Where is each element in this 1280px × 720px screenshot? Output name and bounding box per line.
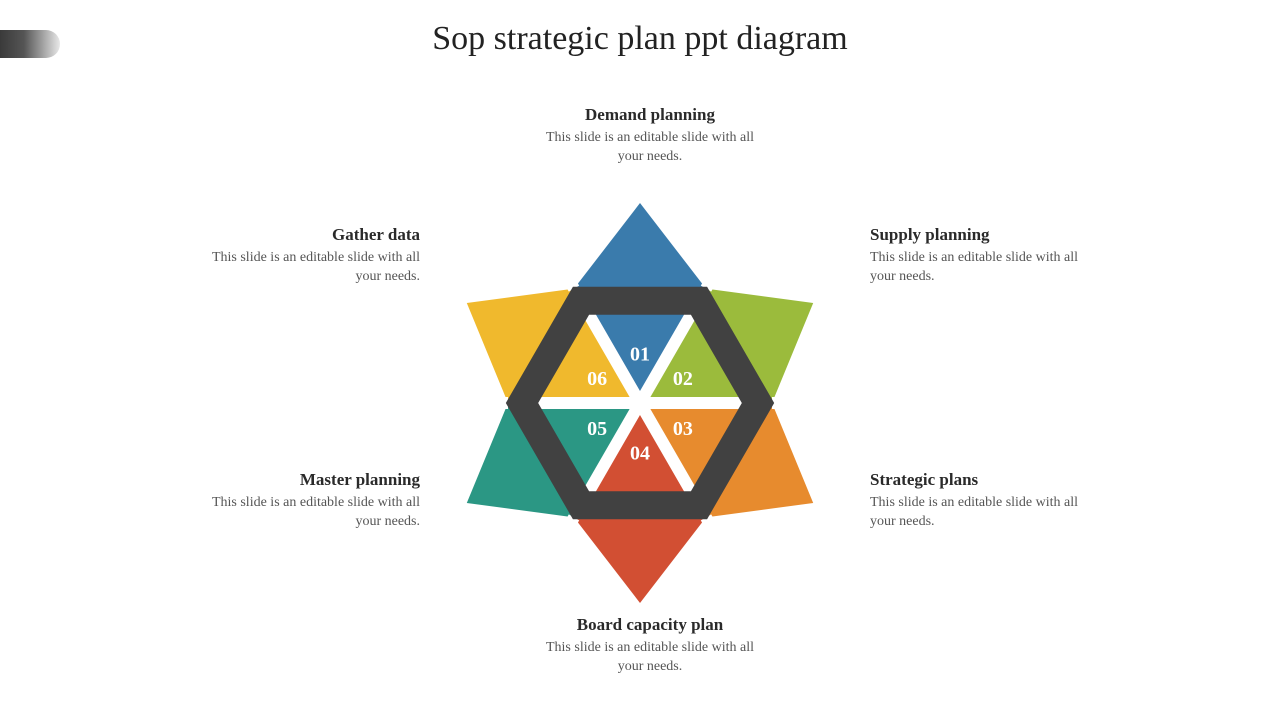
label-06: Gather data This slide is an editable sl… (200, 225, 420, 287)
slide: Sop strategic plan ppt diagram 010203040… (0, 0, 1280, 720)
label-06-title: Gather data (200, 225, 420, 245)
outer-tri-04 (574, 518, 706, 604)
seg-num-06: 06 (587, 368, 607, 390)
label-01-title: Demand planning (540, 105, 760, 125)
label-03-title: Strategic plans (870, 470, 1090, 490)
label-01: Demand planning This slide is an editabl… (540, 105, 760, 167)
label-02: Supply planning This slide is an editabl… (870, 225, 1090, 287)
seg-num-01: 01 (630, 344, 650, 366)
seg-num-03: 03 (673, 418, 693, 440)
label-01-desc: This slide is an editable slide with all… (540, 129, 760, 167)
label-03: Strategic plans This slide is an editabl… (870, 470, 1090, 532)
label-02-title: Supply planning (870, 225, 1090, 245)
outer-tri-01 (574, 203, 706, 289)
label-05: Master planning This slide is an editabl… (200, 470, 420, 532)
label-04-desc: This slide is an editable slide with all… (540, 639, 760, 677)
label-05-title: Master planning (200, 470, 420, 490)
seg-num-05: 05 (587, 418, 607, 440)
label-03-desc: This slide is an editable slide with all… (870, 494, 1090, 532)
hexagon-diagram: 01 02 03 04 05 06 (420, 183, 860, 623)
label-05-desc: This slide is an editable slide with all… (200, 494, 420, 532)
hex-svg: 01 02 03 04 05 06 (420, 183, 860, 623)
seg-num-02: 02 (673, 368, 693, 390)
label-04: Board capacity plan This slide is an edi… (540, 615, 760, 677)
slide-title: Sop strategic plan ppt diagram (0, 20, 1280, 58)
label-04-title: Board capacity plan (540, 615, 760, 635)
seg-num-04: 04 (630, 443, 650, 465)
label-02-desc: This slide is an editable slide with all… (870, 249, 1090, 287)
label-06-desc: This slide is an editable slide with all… (200, 249, 420, 287)
